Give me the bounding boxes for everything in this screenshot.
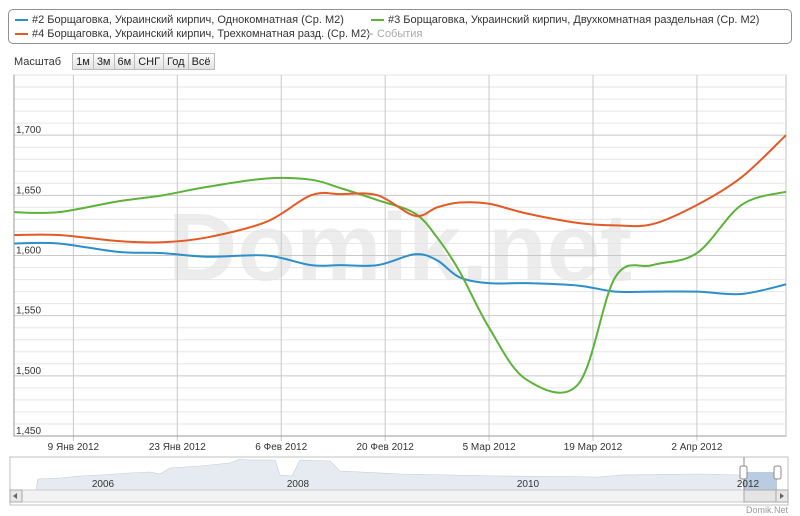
range-3m-button[interactable]: 3м <box>92 53 115 70</box>
legend-label: #4 Борщаговка, Украинский кирпич, Трехко… <box>32 28 370 40</box>
y-tick-label: 1,550 <box>16 306 41 317</box>
navigator-right-handle[interactable] <box>773 465 782 480</box>
series-4-swatch <box>15 33 28 36</box>
events-swatch <box>367 33 373 36</box>
y-tick-label: 1,700 <box>16 125 41 136</box>
legend-label: #3 Борщаговка, Украинский кирпич, Двухко… <box>388 14 760 26</box>
navigator-series-area <box>24 458 741 491</box>
y-tick-label: 1,500 <box>16 366 41 377</box>
series-line-4 <box>13 134 787 244</box>
range-selector: Масштаб 1м 3м 6м СНГ Год Всё <box>14 53 215 70</box>
legend: #2 Борщаговка, Украинский кирпич, Одноко… <box>8 9 792 44</box>
navigator-frame <box>9 456 789 506</box>
legend-item-series-2[interactable]: #2 Борщаговка, Украинский кирпич, Одноко… <box>15 14 344 26</box>
x-tick-label: 2 Апр 2012 <box>671 442 722 453</box>
series-line-3 <box>13 176 787 394</box>
series-line-2 <box>13 241 787 296</box>
range-all-button[interactable]: Всё <box>187 53 215 70</box>
navigator-year-label: 2012 <box>737 479 760 490</box>
navigator-year-label: 2006 <box>92 479 115 490</box>
series-2-swatch <box>15 19 28 22</box>
x-tick-label: 20 Фев 2012 <box>356 442 414 453</box>
arrow-right-icon <box>780 493 784 499</box>
x-tick-label: 19 Мар 2012 <box>564 442 623 453</box>
legend-item-events[interactable]: События <box>367 28 422 40</box>
x-tick-label: 6 Фев 2012 <box>255 442 307 453</box>
series-3-swatch <box>371 19 384 22</box>
range-label: Масштаб <box>14 55 62 68</box>
x-tick-label: 5 Мар 2012 <box>463 442 516 453</box>
legend-label: События <box>377 28 423 40</box>
y-tick-label: 1,600 <box>16 246 41 257</box>
legend-label: #2 Борщаговка, Украинский кирпич, Одноко… <box>32 14 344 26</box>
x-tick-label: 23 Янв 2012 <box>149 442 206 453</box>
arrow-left-icon <box>13 493 17 499</box>
range-6m-button[interactable]: 6м <box>113 53 136 70</box>
navigator-selected-range[interactable] <box>744 472 777 490</box>
navigator-year-label: 2010 <box>517 479 540 490</box>
y-tick-label: 1,450 <box>16 426 41 437</box>
navigator-left-handle[interactable] <box>739 465 748 480</box>
scrollbar-track[interactable] <box>9 489 789 503</box>
scrollbar-thumb[interactable] <box>743 489 777 503</box>
legend-item-series-3[interactable]: #3 Борщаговка, Украинский кирпич, Двухко… <box>371 14 759 26</box>
navigator-year-label: 2008 <box>287 479 310 490</box>
y-tick-label: 1,650 <box>16 185 41 196</box>
x-tick-label: 9 Янв 2012 <box>48 442 100 453</box>
credits[interactable]: Domik.Net <box>746 505 789 515</box>
legend-item-series-4[interactable]: #4 Борщаговка, Украинский кирпич, Трехко… <box>15 28 370 40</box>
